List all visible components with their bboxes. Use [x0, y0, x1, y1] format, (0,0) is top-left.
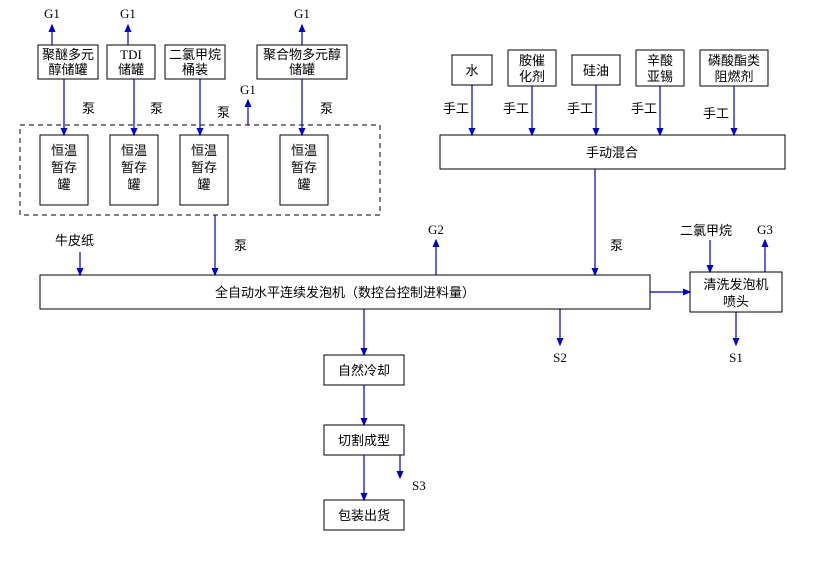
- buffer-tank-4: 恒温 暂存 罐: [280, 135, 328, 205]
- in5-l1: 磷酸酯类: [708, 53, 760, 68]
- manual-label-5: 手工: [703, 106, 729, 121]
- buf1-l1: 恒温: [51, 143, 77, 158]
- g3-label: G3: [757, 222, 773, 237]
- clean-l1: 清洗发泡机: [703, 277, 768, 292]
- g2-label: G2: [428, 222, 444, 237]
- manual-label-3: 手工: [567, 101, 593, 116]
- tank-polymer: 聚合物多元醇 储罐: [257, 45, 347, 79]
- buffer-tank-1: 恒温 暂存 罐: [40, 135, 88, 205]
- mix-l1: 手动混合: [586, 145, 638, 160]
- clean-nozzle: 清洗发泡机 喷头: [690, 272, 782, 312]
- buf3-l1: 恒温: [191, 143, 217, 158]
- in1-l1: 水: [465, 63, 478, 78]
- tank-tdi: TDI 储罐: [107, 45, 155, 79]
- tank2-l1: TDI: [120, 47, 142, 62]
- cool-l1: 自然冷却: [338, 363, 390, 378]
- kraft-label: 牛皮纸: [55, 233, 94, 248]
- pump-label-4: 泵: [320, 101, 333, 116]
- buf2-l1: 恒温: [121, 143, 147, 158]
- s3-label: S3: [412, 478, 426, 493]
- buf4-l1: 恒温: [291, 143, 317, 158]
- in5-l2: 阻燃剂: [714, 69, 753, 84]
- in4-l2: 亚锡: [647, 69, 673, 84]
- dcm-label: 二氯甲烷: [680, 223, 732, 238]
- buf4-l2: 暂存: [291, 160, 317, 175]
- buf2-l3: 罐: [127, 177, 140, 192]
- buf3-l2: 暂存: [191, 160, 217, 175]
- input-amine: 胺催 化剂: [508, 50, 556, 86]
- input-tin: 辛酸 亚锡: [636, 50, 684, 86]
- pack-l1: 包装出货: [338, 508, 390, 523]
- packing: 包装出货: [324, 500, 404, 530]
- manual-mix: 手动混合: [440, 135, 785, 169]
- tank4-l2: 储罐: [289, 62, 315, 77]
- input-silicone: 硅油: [572, 55, 620, 85]
- pump-label-buf: 泵: [234, 238, 247, 253]
- natural-cooling: 自然冷却: [324, 355, 404, 385]
- manual-label-1: 手工: [443, 101, 469, 116]
- g1-label-2: G1: [120, 6, 136, 21]
- g1-label-1: G1: [44, 6, 60, 21]
- pump-label-2: 泵: [150, 101, 163, 116]
- s2-label: S2: [553, 350, 567, 365]
- buffer-tank-3: 恒温 暂存 罐: [180, 135, 228, 205]
- tank1-l1: 聚醚多元: [42, 47, 94, 62]
- buffer-tank-2: 恒温 暂存 罐: [110, 135, 158, 205]
- buf1-l2: 暂存: [51, 160, 77, 175]
- clean-l2: 喷头: [723, 294, 749, 309]
- in3-l1: 硅油: [583, 63, 609, 78]
- tank1-l2: 醇储罐: [48, 62, 87, 77]
- pump-label-mix: 泵: [610, 238, 623, 253]
- buf3-l3: 罐: [197, 177, 210, 192]
- tank3-l1: 二氯甲烷: [169, 47, 221, 62]
- foaming-machine: 全自动水平连续发泡机（数控台控制进料量）: [40, 275, 650, 309]
- in2-l2: 化剂: [519, 69, 545, 84]
- pump-label-1: 泵: [82, 101, 95, 116]
- buf2-l2: 暂存: [121, 160, 147, 175]
- buf1-l3: 罐: [57, 177, 70, 192]
- tank4-l1: 聚合物多元醇: [263, 47, 341, 62]
- s1-label: S1: [729, 350, 743, 365]
- tank-dcm: 二氯甲烷 桶装: [165, 45, 225, 79]
- tank-polyether: 聚醚多元 醇储罐: [38, 45, 98, 79]
- tank3-l2: 桶装: [182, 62, 208, 77]
- foam-l1: 全自动水平连续发泡机（数控台控制进料量）: [215, 285, 475, 300]
- input-flame-retardant: 磷酸酯类 阻燃剂: [700, 50, 768, 86]
- pump-label-3: 泵: [217, 105, 230, 120]
- manual-label-2: 手工: [503, 101, 529, 116]
- in2-l1: 胺催: [519, 53, 545, 68]
- buf4-l3: 罐: [297, 177, 310, 192]
- cut-l1: 切割成型: [338, 433, 390, 448]
- tank2-l2: 储罐: [118, 62, 144, 77]
- g1-label-buf: G1: [240, 82, 256, 97]
- input-water: 水: [452, 55, 492, 85]
- manual-label-4: 手工: [631, 101, 657, 116]
- in4-l1: 辛酸: [647, 53, 673, 68]
- cutting: 切割成型: [324, 425, 404, 455]
- g1-label-4: G1: [294, 6, 310, 21]
